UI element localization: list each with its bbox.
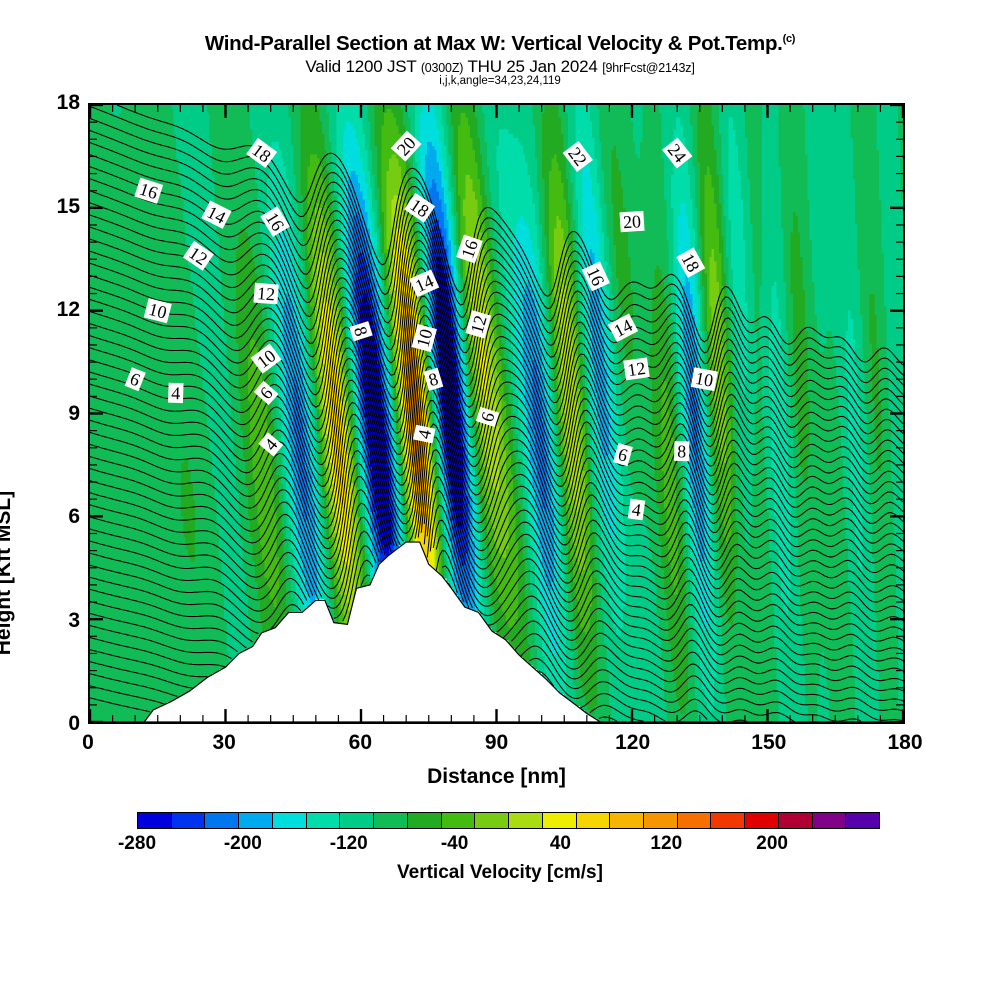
title-block: Wind-Parallel Section at Max W: Vertical… [0,32,1000,87]
contour-label: 4 [412,424,436,444]
colorbar-tick-label: -40 [440,833,469,854]
colorbar-swatch [407,813,442,828]
terrain-mask [90,541,903,722]
y-tick-label: 15 [56,194,80,218]
y-tick-label: 12 [56,298,80,321]
y-tick-label: 9 [68,401,80,425]
colorbar-swatch [306,813,341,828]
contour-label: 8 [674,441,690,461]
colorbar [137,812,880,829]
contour-label: 6 [475,406,500,427]
y-tick-label: 6 [68,505,80,528]
axis-tick-marks [90,105,903,722]
y-axis-label: Height [Kft MSL] [0,490,15,656]
valid-date: THU 25 Jan 2024 [467,57,598,76]
svg-text:4: 4 [631,499,643,520]
colorbar-tick-label: -280 [117,833,157,854]
svg-text:4: 4 [414,428,435,441]
x-tick-label: 90 [484,731,509,754]
svg-text:12: 12 [466,313,490,336]
colorbar-swatch [239,813,273,828]
svg-text:10: 10 [147,299,169,323]
svg-text:20: 20 [622,211,641,232]
contour-label: 16 [134,177,164,204]
y-tick-label: 0 [68,712,80,735]
copyright-mark: (c) [782,33,796,46]
colorbar-swatch [171,813,206,828]
x-tick-label: 60 [348,731,373,754]
contour-label: 6 [613,443,633,467]
contour-label: 8 [349,321,373,342]
svg-text:12: 12 [256,283,275,304]
colorbar-tick-label: 120 [650,833,683,854]
contour-label: 12 [465,310,492,339]
x-tick-label: 150 [751,731,787,754]
colorbar-swatch [745,813,779,828]
colorbar-swatch [340,813,375,828]
y-tick-label: 18 [56,91,80,114]
svg-text:16: 16 [137,179,160,204]
potential-temperature-contours [90,105,903,722]
contour-label: 4 [258,432,284,457]
contour-label: 4 [627,498,646,521]
valid-time: Valid 1200 JST [305,57,417,76]
colorbar-label: Vertical Velocity [cm/s] [397,862,603,883]
svg-text:16: 16 [457,237,482,260]
y-tick-label: 3 [68,608,80,632]
x-tick-label: 0 [82,731,94,754]
contour-label: 4 [168,382,184,403]
svg-text:8: 8 [677,441,686,461]
colorbar-swatch [475,813,510,828]
colorbar-swatch [509,813,543,828]
colorbar-swatch [711,813,746,828]
colorbar-swatch [778,813,813,828]
colorbar-swatch [542,813,577,828]
chart-title-text: Wind-Parallel Section at Max W: Vertical… [204,32,783,55]
contour-label: 10 [690,367,718,392]
colorbar-tick-label: 200 [756,833,788,854]
colorbar-swatch [610,813,645,828]
colorbar-swatch [374,813,408,828]
colorbar-swatch [812,813,847,828]
y-axis-ticks: 0 3 6 9 12 15 18 [0,0,80,1000]
svg-text:4: 4 [171,383,181,403]
contour-label: 12 [623,357,650,381]
plot-area: 16 18 14 16 12 12 10 10 6 4 6 4 20 18 16 14 12 10 8 8 4 6 22 24… [88,103,905,724]
contour-label: 8 [423,367,444,391]
x-tick-label: 30 [212,731,236,754]
section-index-annotation: i,j,k,angle=34,23,24,119 [439,75,561,87]
colorbar-swatch [677,813,712,828]
colorbar-tick-label: 40 [549,833,571,854]
colorbar-swatch [138,813,172,828]
x-tick-label: 180 [887,731,923,754]
colorbar-swatch [846,813,880,828]
colorbar-swatch [205,813,240,828]
colorbar-swatch [576,813,611,828]
contour-label: 10 [411,324,437,353]
colorbar-swatch [644,813,678,828]
svg-text:10: 10 [694,368,715,391]
svg-text:10: 10 [412,327,436,349]
contour-label: 6 [253,380,279,406]
contour-label: 16 [456,234,483,264]
chart-subtitle: Valid 1200 JST (0300Z) THU 25 Jan 2024 [… [0,57,1000,77]
contour-label: 6 [124,367,146,392]
contour-label: 10 [143,298,172,324]
contour-label: 20 [619,210,645,232]
forecast-stamp: [9hrFcst@2143z] [602,61,695,75]
valid-time-utc: (0300Z) [420,61,464,75]
svg-text:12: 12 [626,358,647,380]
colorbar-swatch [272,813,307,828]
colorbar-tick-label: -120 [329,833,368,854]
colorbar-tick-label: -200 [223,833,262,854]
contour-label: 12 [253,282,279,305]
chart-title: Wind-Parallel Section at Max W: Vertical… [0,32,1000,56]
colorbar-swatch [441,813,476,828]
x-axis-label: Distance [nm] [427,765,566,788]
x-tick-label: 120 [615,731,651,754]
